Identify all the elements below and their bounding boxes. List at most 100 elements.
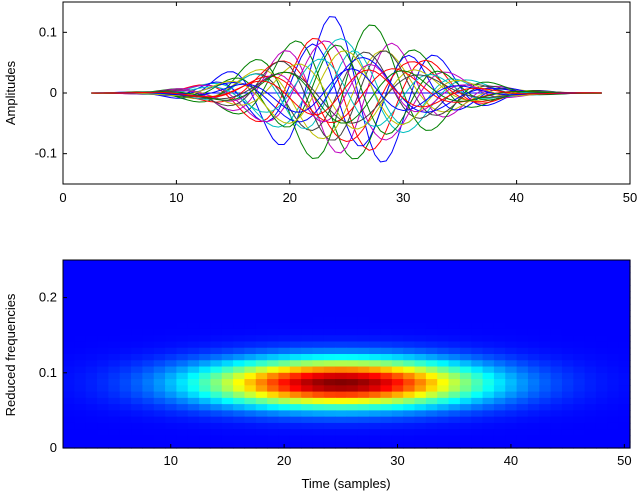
heatmap-cell xyxy=(108,310,121,317)
heatmap-cell xyxy=(448,266,461,274)
heatmap-cell xyxy=(391,416,404,424)
heatmap-cell xyxy=(493,360,506,368)
heatmap-cell xyxy=(369,310,382,317)
heatmap-cell xyxy=(505,410,518,418)
heatmap-cell xyxy=(131,322,143,330)
heatmap-cell xyxy=(618,391,631,399)
heatmap-cell xyxy=(527,260,540,267)
heatmap-cell xyxy=(301,291,314,299)
heatmap-cell xyxy=(527,272,540,280)
heatmap-cell xyxy=(323,404,336,411)
heatmap-cell xyxy=(335,385,348,393)
heatmap-cell xyxy=(414,260,427,267)
heatmap-cell xyxy=(255,391,268,399)
heatmap-cell xyxy=(97,416,109,424)
heatmap-cell xyxy=(595,347,608,355)
heatmap-cell xyxy=(369,372,382,380)
heatmap-cell xyxy=(357,379,370,386)
heatmap-cell xyxy=(142,278,155,286)
heatmap-cell xyxy=(142,328,155,336)
heatmap-cell xyxy=(369,441,382,449)
heatmap-cell xyxy=(233,285,246,292)
heatmap-cell xyxy=(391,278,404,286)
heatmap-cell xyxy=(85,422,98,430)
heatmap-cell xyxy=(131,341,143,349)
heatmap-cell xyxy=(301,360,314,368)
heatmap-cell xyxy=(357,291,370,299)
heatmap-cell xyxy=(448,404,461,411)
heatmap-cell xyxy=(437,354,450,361)
heatmap-cell xyxy=(607,422,620,430)
heatmap-cell xyxy=(516,272,529,280)
heatmap-cell xyxy=(301,285,314,292)
heatmap-cell xyxy=(267,379,280,386)
heatmap-cell xyxy=(573,435,586,443)
heatmap-cell xyxy=(550,328,563,336)
heatmap-cell xyxy=(425,278,438,286)
heatmap-cell xyxy=(618,303,631,311)
heatmap-cell xyxy=(267,260,280,267)
heatmap-cell xyxy=(357,366,370,374)
heatmap-cell xyxy=(278,341,291,349)
heatmap-cell xyxy=(346,404,359,411)
heatmap-cell xyxy=(459,429,472,437)
heatmap-cell xyxy=(97,278,109,286)
heatmap-cell xyxy=(74,385,87,393)
heatmap-cell xyxy=(301,341,314,349)
heatmap-cell xyxy=(516,385,529,393)
heatmap-cell xyxy=(63,291,75,299)
heatmap-cell xyxy=(357,316,370,324)
heatmap-cell xyxy=(482,322,495,330)
heatmap-cell xyxy=(403,422,416,430)
heatmap-cell xyxy=(119,416,132,424)
heatmap-cell xyxy=(346,372,359,380)
heatmap-cell xyxy=(539,391,552,399)
heatmap-cell xyxy=(221,404,234,411)
heatmap-cell xyxy=(561,272,574,280)
heatmap-cell xyxy=(85,303,98,311)
heatmap-cell xyxy=(539,316,552,324)
heatmap-cell xyxy=(323,435,336,443)
heatmap-cell xyxy=(369,266,382,274)
heatmap-cell xyxy=(369,391,382,399)
heatmap-cell xyxy=(323,328,336,336)
heatmap-cell xyxy=(85,354,98,361)
heatmap-cell xyxy=(539,297,552,305)
heatmap-cell xyxy=(187,322,200,330)
heatmap-cell xyxy=(119,354,132,361)
heatmap-cell xyxy=(346,366,359,374)
heatmap-cell xyxy=(63,441,75,449)
heatmap-cell xyxy=(153,347,166,355)
heatmap-cell xyxy=(108,422,121,430)
heatmap-cell xyxy=(119,297,132,305)
heatmap-cell xyxy=(233,260,246,267)
heatmap-cell xyxy=(448,285,461,292)
heatmap-cell xyxy=(131,410,143,418)
heatmap-cell xyxy=(108,278,121,286)
heatmap-cell xyxy=(187,278,200,286)
heatmap-cell xyxy=(301,335,314,343)
heatmap-cell xyxy=(584,272,597,280)
heatmap-cell xyxy=(165,416,177,424)
heatmap-cell xyxy=(119,285,132,292)
heatmap-cell xyxy=(471,385,484,393)
heatmap-cell xyxy=(482,360,495,368)
heatmap-cell xyxy=(244,297,257,305)
heatmap-cell xyxy=(335,441,348,449)
heatmap-cell xyxy=(425,272,438,280)
heatmap-cell xyxy=(142,422,155,430)
heatmap-cell xyxy=(289,335,302,343)
heatmap-cell xyxy=(527,391,540,399)
heatmap-cell xyxy=(289,416,302,424)
heatmap-cell xyxy=(437,303,450,311)
heatmap-cell xyxy=(516,441,529,449)
heatmap-cell xyxy=(233,266,246,274)
heatmap-cell xyxy=(516,297,529,305)
heatmap-cell xyxy=(471,441,484,449)
heatmap-cell xyxy=(527,285,540,292)
heatmap-cell xyxy=(142,435,155,443)
heatmap-cell xyxy=(425,385,438,393)
heatmap-cell xyxy=(357,341,370,349)
heatmap-cell xyxy=(74,341,87,349)
